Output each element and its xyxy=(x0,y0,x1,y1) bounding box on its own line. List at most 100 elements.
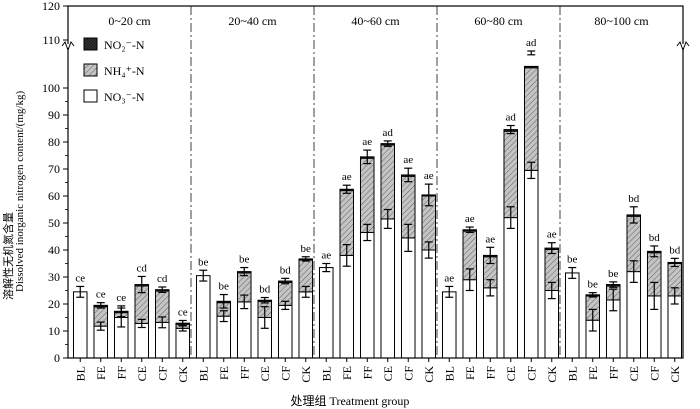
bar-no3 xyxy=(277,304,293,359)
x-tick-label: FE xyxy=(217,366,231,380)
significance-label: cd xyxy=(157,273,168,285)
bar-no3 xyxy=(462,279,478,359)
legend-swatch xyxy=(83,89,98,103)
significance-label: ae xyxy=(424,170,434,182)
legend-swatch xyxy=(83,37,98,51)
bar-no3 xyxy=(339,254,355,359)
x-tick-label: CE xyxy=(258,366,272,381)
bar-no3 xyxy=(175,327,191,359)
bar-no3 xyxy=(298,291,314,359)
significance-label: ae xyxy=(465,213,475,225)
significance-label: ae xyxy=(342,171,352,183)
bar-nh4 xyxy=(523,67,539,171)
y-tick-label: 20 xyxy=(48,297,60,311)
y-tick-label: 80 xyxy=(48,135,60,149)
bar-no3 xyxy=(503,217,519,359)
x-tick-label: BL xyxy=(442,366,456,381)
x-tick-label: CK xyxy=(422,366,436,383)
plot-frame xyxy=(67,5,684,359)
group-label: 40~60 cm xyxy=(351,14,400,28)
significance-label: ae xyxy=(547,229,557,241)
significance-label: ad xyxy=(526,37,537,49)
bar-no3 xyxy=(93,325,109,359)
y-tick-label: 110 xyxy=(42,33,60,47)
y-tick-label: 30 xyxy=(48,270,60,284)
x-tick-label: BL xyxy=(565,366,579,381)
significance-label: be xyxy=(239,254,250,266)
bar-no3 xyxy=(482,287,498,359)
y-axis-title: Dissolved inorganic nitrogen content/(mg… xyxy=(14,90,26,292)
group-label: 80~100 cm xyxy=(594,14,649,28)
y-tick-label: 100 xyxy=(42,81,60,95)
x-tick-label: CF xyxy=(401,366,415,381)
significance-label: bd xyxy=(259,284,271,296)
y-tick-label: 90 xyxy=(48,108,60,122)
axis-break-gap xyxy=(63,44,73,48)
bar-no3 xyxy=(441,291,457,359)
x-tick-label: CF xyxy=(524,366,538,381)
legend-label: NO₃⁻-N xyxy=(104,90,145,104)
axis-break-mark xyxy=(61,40,75,52)
legend-label: NH₄⁺-N xyxy=(104,64,145,78)
significance-label: ce xyxy=(116,292,126,304)
bar-nh4 xyxy=(503,130,519,219)
y-tick-label: 0 xyxy=(54,351,60,365)
x-tick-label: CE xyxy=(381,366,395,381)
y-tick-label: 120 xyxy=(42,0,60,13)
significance-label: ad xyxy=(383,127,394,139)
x-tick-label: FF xyxy=(114,366,128,380)
x-tick-label: FE xyxy=(463,366,477,380)
x-tick-label: FE xyxy=(94,366,108,380)
bar-no3 xyxy=(626,271,642,359)
x-tick-label: CK xyxy=(668,366,682,383)
legend-label: NO₂⁻-N xyxy=(104,38,145,52)
x-tick-label: FF xyxy=(483,366,497,380)
y-tick-label: 70 xyxy=(48,162,60,176)
x-tick-label: FF xyxy=(606,366,620,380)
x-tick-label: BL xyxy=(319,366,333,381)
significance-label: ae xyxy=(362,136,372,148)
x-tick-label: CE xyxy=(504,366,518,381)
bar-no3 xyxy=(359,231,375,359)
bar-no3 xyxy=(318,267,334,359)
bar-no3 xyxy=(380,218,396,359)
x-tick-label: CK xyxy=(176,366,190,383)
significance-label: ae xyxy=(485,233,495,245)
significance-label: be xyxy=(198,256,209,268)
x-tick-label: FF xyxy=(237,366,251,380)
x-tick-label: CF xyxy=(647,366,661,381)
axis-break-gap xyxy=(678,44,688,48)
x-tick-label: CK xyxy=(545,366,559,383)
x-tick-label: BL xyxy=(73,366,87,381)
significance-label: be xyxy=(219,281,230,293)
group-label: 20~40 cm xyxy=(228,14,277,28)
bar-no3 xyxy=(544,290,560,359)
bar-no3 xyxy=(134,322,150,359)
significance-label: be xyxy=(301,243,312,255)
significance-label: be xyxy=(567,254,578,266)
bar-no3 xyxy=(421,249,437,359)
significance-label: be xyxy=(608,268,619,280)
bar-no3 xyxy=(400,237,416,359)
significance-label: ce xyxy=(75,272,85,284)
y-tick-label: 40 xyxy=(48,243,60,257)
x-tick-label: CE xyxy=(627,366,641,381)
bar-no3 xyxy=(236,301,252,359)
bar-no3 xyxy=(195,275,211,359)
significance-label: bd xyxy=(280,264,292,276)
x-axis-title: 处理组 Treatment group xyxy=(290,394,410,408)
group-label: 60~80 cm xyxy=(474,14,523,28)
x-tick-label: CF xyxy=(155,366,169,381)
bar-no2 xyxy=(523,65,539,69)
significance-label: ae xyxy=(321,250,331,262)
legend-swatch xyxy=(83,63,98,77)
x-tick-label: CK xyxy=(299,366,313,383)
significance-label: bd xyxy=(649,232,661,244)
bar-no3 xyxy=(216,315,232,359)
bar-no3 xyxy=(667,295,683,359)
significance-label: ad xyxy=(506,112,517,124)
x-tick-label: CF xyxy=(278,366,292,381)
significance-label: cd xyxy=(137,262,148,274)
x-tick-label: CE xyxy=(135,366,149,381)
